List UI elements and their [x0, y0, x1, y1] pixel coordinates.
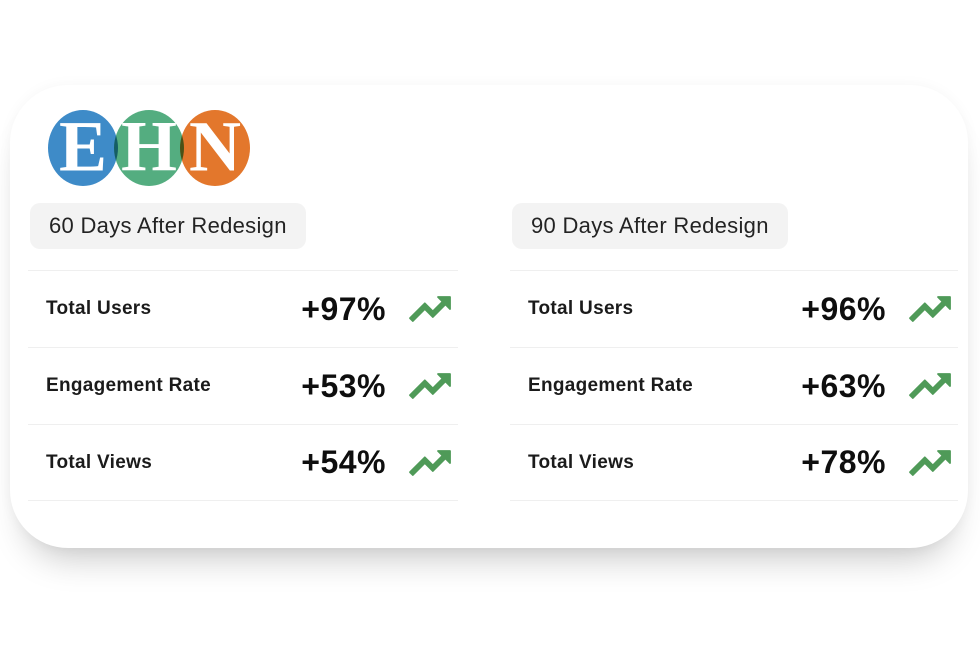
metric-label: Total Views — [46, 451, 153, 473]
metric-label: Total Users — [46, 298, 152, 319]
table-row: Engagement Rate +63% — [510, 347, 958, 424]
logo-letter-h: H — [120, 106, 178, 187]
trend-up-icon — [409, 373, 451, 399]
table-row: Total Users +97% — [28, 270, 458, 347]
table-row: Total Views +54% — [28, 424, 458, 501]
metric-label: Total Users — [528, 298, 634, 319]
logo-circles — [48, 110, 250, 186]
trend-up-icon — [909, 449, 951, 476]
logo-circle-orange — [180, 110, 250, 186]
logo-letter-e: E — [58, 106, 108, 187]
trend-up-icon — [909, 373, 951, 399]
panel-90-days: 90 Days After Redesign Total Users +96% … — [510, 203, 958, 501]
table-row: Engagement Rate +53% — [28, 347, 458, 424]
metrics-table: Total Users +97% Engagement Rate +53% To… — [28, 270, 458, 501]
stats-card: E H N 60 Days After Redesign Total Users… — [10, 85, 968, 548]
metric-value: +96% — [801, 290, 886, 327]
metric-label: Engagement Rate — [46, 375, 211, 396]
logo-letters: E H N — [48, 110, 250, 186]
metric-label: Total Views — [528, 451, 635, 473]
metrics-table: Total Users +96% Engagement Rate +63% To… — [510, 270, 958, 501]
trend-up-icon — [909, 296, 951, 322]
metric-value: +97% — [301, 290, 386, 327]
table-row: Total Views +78% — [510, 424, 958, 501]
ehn-logo: E H N — [48, 110, 250, 186]
metric-value: +54% — [301, 444, 386, 480]
panel-60-days: 60 Days After Redesign Total Users +97% … — [28, 203, 458, 501]
metric-value: +53% — [301, 367, 386, 404]
trend-up-icon — [409, 296, 451, 322]
logo-letter-n: N — [189, 106, 241, 187]
metric-value: +78% — [801, 444, 886, 480]
metric-value: +63% — [801, 367, 886, 404]
panel-title-badge: 90 Days After Redesign — [512, 203, 788, 249]
logo-circle-blue — [48, 110, 118, 186]
trend-up-icon — [409, 449, 451, 476]
panel-title-badge: 60 Days After Redesign — [30, 203, 306, 249]
table-row: Total Users +96% — [510, 270, 958, 347]
metric-label: Engagement Rate — [528, 375, 693, 396]
logo-circle-green — [114, 110, 184, 186]
